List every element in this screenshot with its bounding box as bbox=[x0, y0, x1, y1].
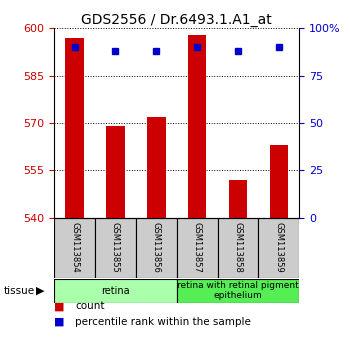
Text: ▶: ▶ bbox=[36, 286, 44, 296]
Text: GSM113858: GSM113858 bbox=[233, 222, 243, 273]
Bar bbox=[229, 180, 247, 218]
Bar bbox=[95, 218, 136, 278]
Text: retina: retina bbox=[101, 286, 130, 296]
Bar bbox=[54, 279, 177, 303]
Text: percentile rank within the sample: percentile rank within the sample bbox=[75, 317, 251, 327]
Bar bbox=[65, 38, 84, 218]
Text: GSM113855: GSM113855 bbox=[111, 222, 120, 273]
Text: GSM113857: GSM113857 bbox=[193, 222, 202, 273]
Bar bbox=[218, 218, 258, 278]
Bar bbox=[136, 218, 177, 278]
Bar bbox=[54, 218, 95, 278]
Bar bbox=[177, 218, 218, 278]
Text: tissue: tissue bbox=[4, 286, 35, 296]
Title: GDS2556 / Dr.6493.1.A1_at: GDS2556 / Dr.6493.1.A1_at bbox=[81, 13, 272, 27]
Text: GSM113859: GSM113859 bbox=[274, 222, 284, 273]
Bar bbox=[270, 145, 288, 218]
Bar bbox=[258, 218, 299, 278]
Text: retina with retinal pigment
epithelium: retina with retinal pigment epithelium bbox=[177, 281, 299, 300]
Bar bbox=[147, 117, 166, 218]
Bar bbox=[106, 126, 125, 218]
Bar bbox=[188, 35, 206, 218]
Text: count: count bbox=[75, 301, 105, 311]
Text: ■: ■ bbox=[54, 317, 65, 327]
Text: GSM113856: GSM113856 bbox=[152, 222, 161, 273]
Text: ■: ■ bbox=[54, 301, 65, 311]
Text: GSM113854: GSM113854 bbox=[70, 222, 79, 273]
Bar bbox=[177, 279, 299, 303]
